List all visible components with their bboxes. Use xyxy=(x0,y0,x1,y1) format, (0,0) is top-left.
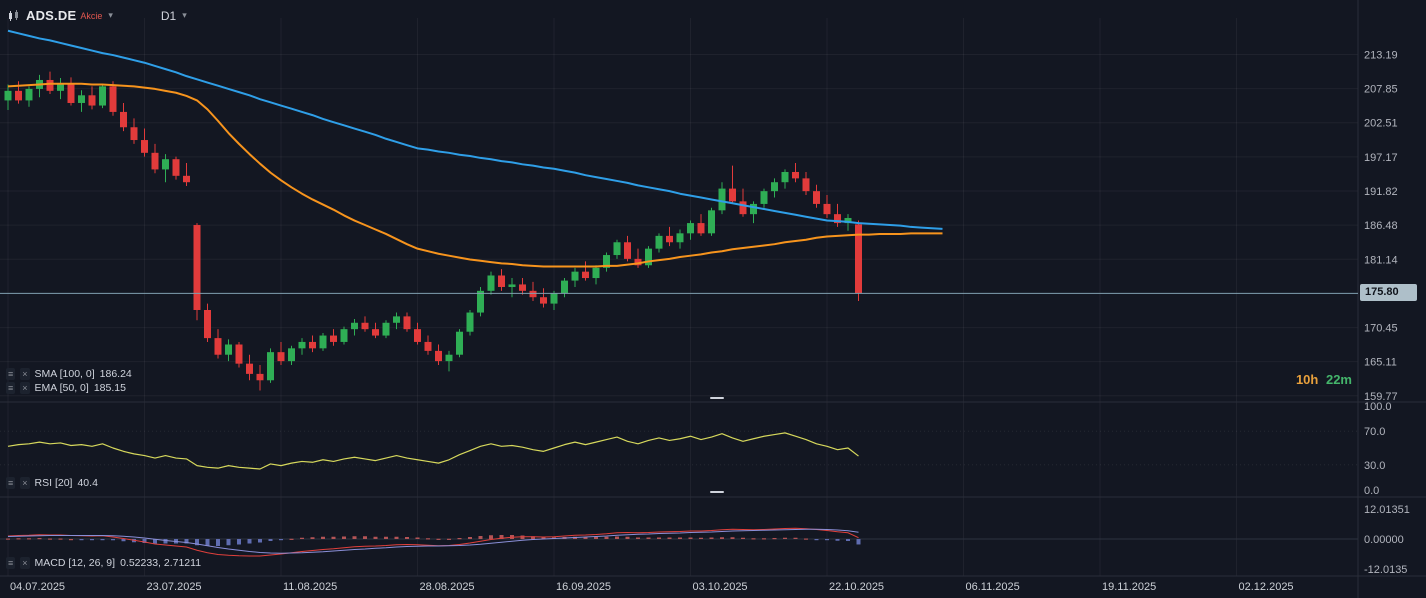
rsi-indicator-label: RSI [20] xyxy=(34,477,73,489)
instrument-icon xyxy=(8,9,20,22)
price-tick-label: 165.11 xyxy=(1364,357,1397,369)
grid-lines xyxy=(0,18,1358,576)
countdown-minutes: 22m xyxy=(1325,372,1352,387)
time-tick-label: 02.12.2025 xyxy=(1239,581,1294,593)
macd-tick-label: 0.00000 xyxy=(1364,534,1404,546)
instrument-type-label: Akcie xyxy=(80,10,103,21)
price-tick-label: 197.17 xyxy=(1364,152,1398,164)
time-tick-label: 19.11.2025 xyxy=(1102,581,1156,593)
rsi-indicator-row: ≡ × RSI [20] 40.4 xyxy=(6,477,98,489)
macd-tick-label: 12.01351 xyxy=(1364,504,1410,516)
candle-countdown: 10h 22m xyxy=(1296,372,1352,387)
timeframe-dropdown-caret[interactable]: ▾ xyxy=(182,10,187,20)
ema-50-line xyxy=(7,82,943,268)
rsi-tick-label: 0.0 xyxy=(1364,485,1379,497)
time-tick-label: 11.08.2025 xyxy=(283,581,337,593)
price-tick-label: 159.77 xyxy=(1364,391,1398,403)
rsi-tick-label: 70.0 xyxy=(1364,426,1385,438)
rsi-tick-label: 30.0 xyxy=(1364,460,1385,472)
macd-tick-label: -12.0135 xyxy=(1364,564,1407,576)
indicator-settings-icon[interactable]: ≡ xyxy=(6,477,16,489)
macd-indicator-row: ≡ × MACD [12, 26, 9] 0.52233, 2.71211 xyxy=(6,557,201,569)
ema-indicator-value: 185.15 xyxy=(93,382,126,394)
rsi-line xyxy=(7,432,859,470)
timeframe-label[interactable]: D1 xyxy=(160,8,177,23)
price-axis[interactable]: 213.19 207.85 202.51 197.17 191.82 186.48 181.… xyxy=(1364,49,1410,576)
symbol-dropdown-caret[interactable]: ▾ xyxy=(108,10,113,20)
time-axis[interactable]: 04.07.2025 23.07.2025 11.08.2025 28.08.2025… xyxy=(10,581,1294,593)
sma-indicator-row: ≡ × SMA [100, 0] 186.24 xyxy=(6,368,132,380)
price-tick-label: 207.85 xyxy=(1364,84,1398,96)
instrument-header: ADS.DE Akcie ▾ D1 ▾ xyxy=(8,8,187,23)
price-tick-label: 191.82 xyxy=(1364,186,1398,198)
time-tick-label: 28.08.2025 xyxy=(420,581,475,593)
time-tick-label: 22.10.2025 xyxy=(829,581,884,593)
price-tick-label: 181.14 xyxy=(1364,254,1398,266)
price-tick-label: 202.51 xyxy=(1364,118,1398,130)
time-tick-label: 06.11.2025 xyxy=(966,581,1020,593)
countdown-hours: 10h xyxy=(1295,372,1319,387)
indicator-settings-icon[interactable]: ≡ xyxy=(6,557,16,569)
symbol-label[interactable]: ADS.DE xyxy=(26,8,77,23)
price-tick-label: 186.48 xyxy=(1364,220,1398,232)
sma-100-line xyxy=(7,29,943,230)
rsi-panel-resize-handle[interactable] xyxy=(710,397,724,399)
ema-indicator-row: ≡ × EMA [50, 0] 185.15 xyxy=(6,382,126,394)
current-price-badge: 175.80 xyxy=(1360,284,1417,302)
rsi-indicator-value: 40.4 xyxy=(77,477,98,489)
indicator-settings-icon[interactable]: ≡ xyxy=(6,382,16,394)
ema-indicator-label: EMA [50, 0] xyxy=(34,382,89,394)
indicator-remove-icon[interactable]: × xyxy=(20,557,30,569)
candlesticks xyxy=(4,71,862,391)
time-tick-label: 04.07.2025 xyxy=(10,581,65,593)
rsi-tick-label: 100.0 xyxy=(1364,401,1392,413)
macd-indicator-label: MACD [12, 26, 9] xyxy=(34,557,116,569)
price-tick-label: 170.45 xyxy=(1364,323,1398,335)
time-tick-label: 16.09.2025 xyxy=(556,581,611,593)
macd-panel-resize-handle[interactable] xyxy=(710,491,724,493)
indicator-remove-icon[interactable]: × xyxy=(20,477,30,489)
indicator-remove-icon[interactable]: × xyxy=(20,368,30,380)
macd-indicator-value: 0.52233, 2.71211 xyxy=(120,557,202,569)
sma-indicator-value: 186.24 xyxy=(99,368,132,380)
macd-plot xyxy=(6,527,861,557)
price-tick-label: 213.19 xyxy=(1364,49,1398,61)
time-tick-label: 03.10.2025 xyxy=(693,581,748,593)
time-tick-label: 23.07.2025 xyxy=(147,581,202,593)
sma-indicator-label: SMA [100, 0] xyxy=(34,368,95,380)
indicator-remove-icon[interactable]: × xyxy=(20,382,30,394)
indicator-settings-icon[interactable]: ≡ xyxy=(6,368,16,380)
